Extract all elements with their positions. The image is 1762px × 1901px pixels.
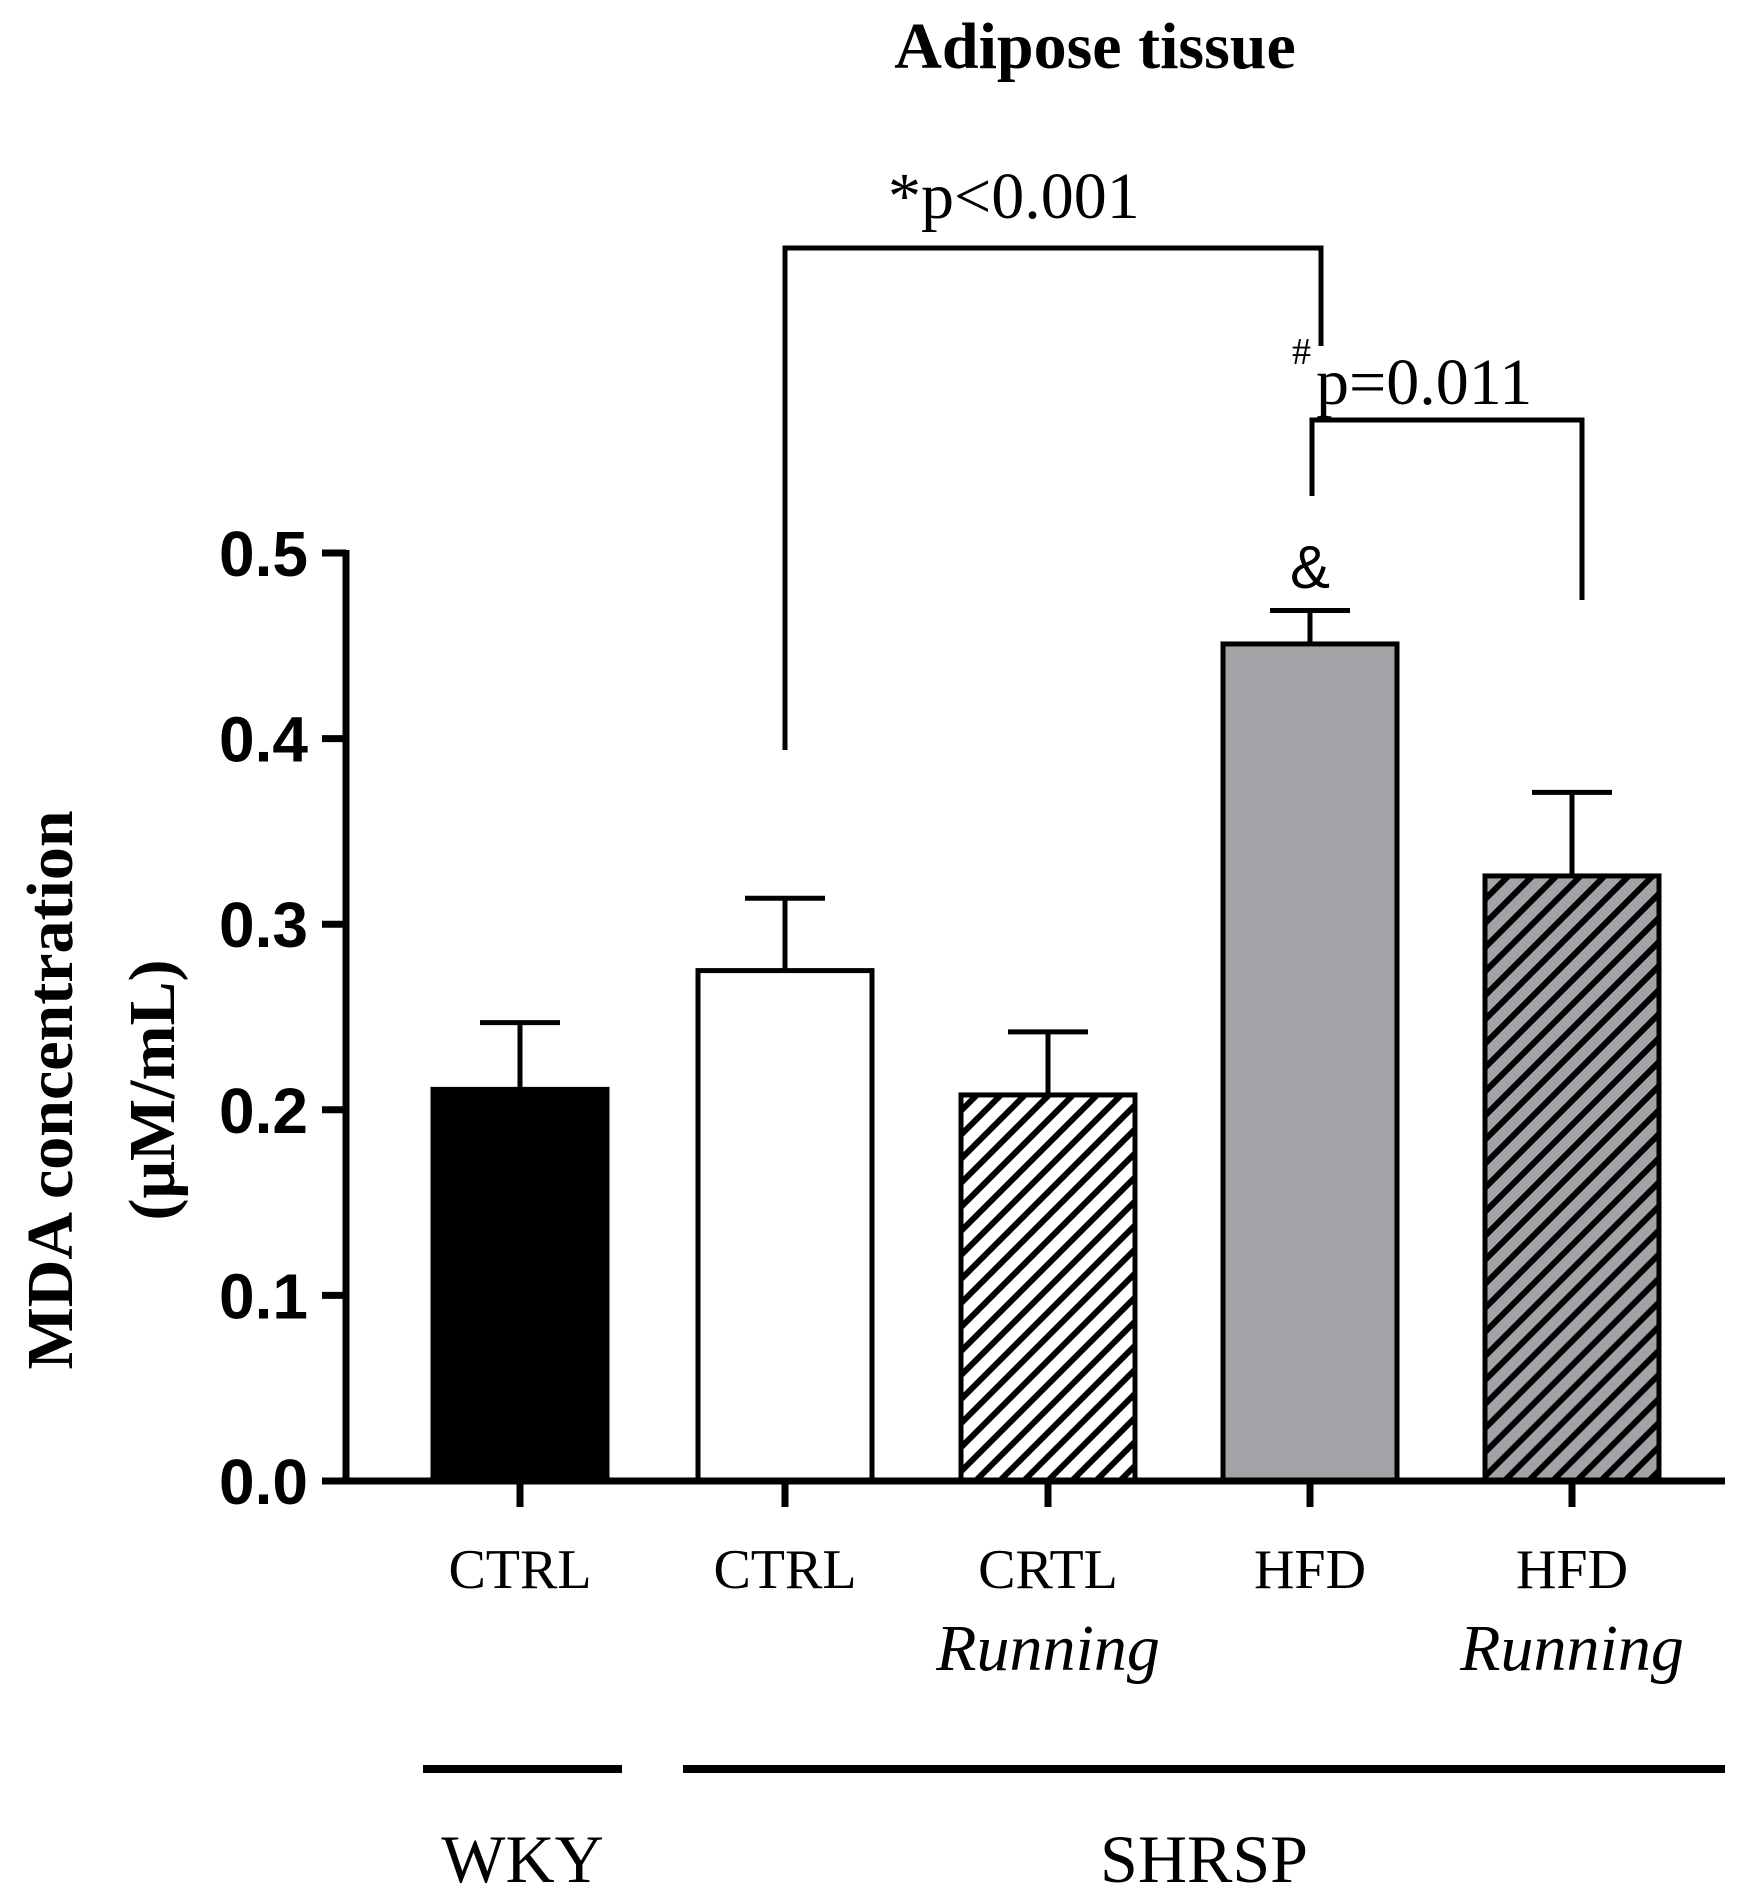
significance-annotations: *p<0.001 # p=0.011 & [782,160,1585,750]
y-tick-label: 0.4 [219,704,308,776]
y-tick-label: 0.3 [219,889,308,961]
x-tick-label: CTRL [713,1539,856,1601]
y-axis: 0.0 0.1 0.2 0.3 0.4 0.5 [219,518,350,1518]
group-brackets: WKY SHRSP [423,1765,1725,1897]
x-tick-label: HFD [1254,1539,1366,1601]
bar [430,1086,610,1484]
significance-bracket [782,245,1324,750]
x-axis: CTRL CTRL CRTL Running HFD HFD Running [343,1477,1725,1685]
y-axis-unit: (μM/mL) [116,959,189,1220]
x-tick-sublabel: Running [1459,1612,1684,1685]
chart-title: Adipose tissue [894,10,1296,83]
y-tick-label: 0.5 [219,518,308,590]
group-label: SHRSP [1100,1821,1308,1897]
x-tick-label: CTRL [448,1539,591,1601]
x-tick-sublabel: Running [935,1612,1160,1685]
significance-bracket [1309,417,1585,600]
bar [695,968,875,1484]
bar [1482,873,1662,1484]
y-tick-label: 0.1 [219,1260,308,1332]
x-tick-label: HFD [1516,1539,1628,1601]
significance-marker: # [1292,331,1311,373]
x-tick-label: CRTL [978,1539,1118,1601]
ampersand-marker: & [1290,534,1330,601]
bar [958,1092,1138,1484]
bar [1220,641,1400,1484]
group-label: WKY [441,1821,603,1897]
y-tick-label: 0.2 [219,1075,308,1147]
significance-label: *p<0.001 [888,160,1140,233]
significance-label: p=0.011 [1316,346,1532,419]
bars [430,608,1662,1484]
y-axis-label: MDA concentration [14,810,87,1369]
y-tick-label: 0.0 [219,1446,308,1518]
